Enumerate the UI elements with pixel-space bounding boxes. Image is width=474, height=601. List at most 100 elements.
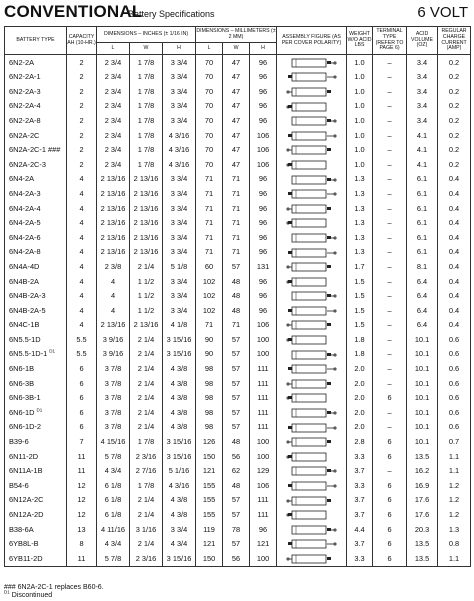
footnote-text: Discontinued [11, 592, 53, 599]
length-mm-cell: 60 [195, 259, 224, 274]
width-mm-cell: 57 [222, 405, 251, 420]
weight-cell: 1.0 [346, 157, 374, 172]
battery-type-text: 6N6-1D [9, 407, 35, 417]
width-in-cell: 2 1/4 [129, 376, 163, 391]
weight-cell: 3.3 [346, 478, 374, 493]
battery-type-cell: 6N4B-2A [4, 273, 67, 289]
height-mm-cell: 111 [249, 492, 278, 508]
battery-type-cell: 6N12A-2D [4, 507, 67, 522]
terminal-cell: – [372, 69, 408, 85]
battery-type-cell: 6N5.5-1D [4, 332, 67, 347]
capacity-cell: 6 [66, 405, 97, 420]
assembly-figure-cell [276, 69, 348, 85]
terminal-cell: – [372, 230, 408, 245]
battery-diagram-icon [291, 58, 337, 68]
length-in-cell: 3 7/8 [96, 376, 130, 391]
weight-cell: 2.8 [346, 434, 374, 450]
weight-cell: 1.0 [346, 69, 374, 85]
battery-type-text: 6N2-2A-3 [9, 86, 41, 96]
assembly-figure-cell [276, 522, 348, 537]
table-row: 6N4-2A-8 4 2 13/16 2 13/16 3 3/4 71 71 96 1.3–6.… [4, 244, 472, 260]
width-mm-cell: 57 [222, 332, 251, 347]
battery-diagram-icon [287, 306, 337, 316]
assembly-figure-cell [276, 317, 348, 333]
weight-cell: 2.0 [346, 376, 374, 391]
assembly-figure-cell [276, 142, 348, 158]
table-row: 6YB8L-B 8 4 3/4 2 1/4 4 3/4 121 57 121 3.7 6 13.5 0… [4, 536, 472, 552]
capacity-cell: 13 [66, 522, 97, 537]
width-in-cell: 1 7/8 [129, 157, 163, 172]
assembly-figure-cell [276, 449, 348, 464]
table-row: 6N2-2A-4 2 2 3/4 1 7/8 3 3/4 70 47 96 1.0–3.4 0.2 [4, 98, 472, 114]
width-mm-cell: 57 [222, 419, 251, 435]
weight-cell: 1.0 [346, 113, 374, 128]
table-row: 6N4B-2A-3 4 4 1 1/2 3 3/4 102 48 96 1.5–6.4 0.4 [4, 288, 472, 304]
width-mm-cell: 47 [222, 69, 251, 85]
height-mm-cell: 96 [249, 54, 278, 70]
table-row: 6N4A-4D 4 2 3/8 2 1/4 5 1/8 60 57 131 1.7–8.1 0.4 [4, 259, 472, 274]
battery-type-cell: 6N11-2D [4, 449, 67, 464]
battery-type-cell: 6YB8L-B [4, 536, 67, 552]
capacity-cell: 6 [66, 376, 97, 391]
battery-type-cell: 6N6-1D-2 [4, 419, 67, 435]
height-in-cell: 3 3/4 [161, 244, 197, 260]
charge-current-cell: 0.4 [437, 230, 472, 245]
battery-type-cell: 6N2-2A-3 [4, 84, 67, 99]
capacity-cell: 6 [66, 361, 97, 377]
battery-diagram-icon [291, 467, 337, 476]
assembly-figure-cell [276, 186, 348, 201]
battery-diagram-icon [287, 423, 337, 433]
capacity-cell: 2 [66, 127, 97, 143]
battery-diagram-icon [287, 481, 337, 491]
height-in-cell: 4 3/4 [161, 536, 197, 552]
battery-diagram-icon [286, 204, 331, 214]
charge-current-cell: 1.1 [437, 449, 472, 464]
col-assembly: ASSEMBLY FIGURE (AS PER COVER POLARITY) [276, 26, 348, 55]
battery-type-cell: 6N4-2A-5 [4, 215, 67, 231]
width-in-cell: 1 1/2 [129, 303, 163, 318]
width-mm-cell: 47 [222, 127, 251, 143]
height-in-cell: 3 3/4 [161, 54, 197, 70]
charge-current-cell: 1.2 [437, 492, 472, 508]
height-mm-cell: 96 [249, 303, 278, 318]
width-in-cell: 3 1/16 [129, 522, 163, 537]
table-row: 6N2A-2C-3 2 2 3/4 1 7/8 4 3/16 70 47 106 1.0–4.1… [4, 157, 472, 172]
table-row: 6N6-1D D1 6 3 7/8 2 1/4 4 3/8 98 57 111 2.0–10.1… [4, 405, 472, 420]
width-in-cell: 1 7/8 [129, 69, 163, 85]
width-mm-cell: 57 [222, 492, 251, 508]
weight-cell: 1.5 [346, 288, 374, 304]
weight-cell: 1.3 [346, 186, 374, 201]
width-mm-cell: 47 [222, 157, 251, 172]
width-mm-cell: 57 [222, 259, 251, 274]
capacity-cell: 12 [66, 492, 97, 508]
col-weight: WEIGHT W/O ACID LBS [346, 26, 374, 55]
col-h-mm: H [249, 42, 278, 55]
assembly-figure-cell [276, 376, 348, 391]
acid-volume-cell: 17.6 [406, 507, 439, 522]
table-row: 6N2A-2C 2 2 3/4 1 7/8 4 3/16 70 47 106 1.0–4.1 0.… [4, 127, 472, 143]
charge-current-cell: 0.6 [437, 376, 472, 391]
acid-volume-cell: 6.1 [406, 230, 439, 245]
table-row: B39-6 7 4 15/16 1 7/8 3 15/16 126 48 100 2.8 6 10.… [4, 434, 472, 450]
length-in-cell: 4 3/4 [96, 463, 130, 479]
table-row: 6N4-2A-5 4 2 13/16 2 13/16 3 3/4 71 71 96 1.3–6.… [4, 215, 472, 231]
charge-current-cell: 1.2 [437, 507, 472, 522]
width-in-cell: 1 7/8 [129, 434, 163, 450]
charge-current-cell: 0.2 [437, 54, 472, 70]
height-mm-cell: 100 [249, 332, 278, 347]
battery-diagram-icon [286, 379, 331, 389]
charge-current-cell: 0.4 [437, 259, 472, 274]
terminal-cell: – [372, 127, 408, 143]
height-mm-cell: 100 [249, 346, 278, 362]
height-in-cell: 3 3/4 [161, 84, 197, 99]
battery-type-cell: 6N6-3B-1 [4, 390, 67, 406]
weight-cell: 1.3 [346, 171, 374, 187]
width-mm-cell: 78 [222, 522, 251, 537]
terminal-cell: – [372, 317, 408, 333]
charge-current-cell: 0.6 [437, 361, 472, 377]
width-in-cell: 2 1/4 [129, 259, 163, 274]
battery-type-text: 6YB8L-B [9, 539, 39, 549]
length-in-cell: 2 13/16 [96, 215, 130, 231]
charge-current-cell: 0.2 [437, 157, 472, 172]
terminal-cell: – [372, 171, 408, 187]
